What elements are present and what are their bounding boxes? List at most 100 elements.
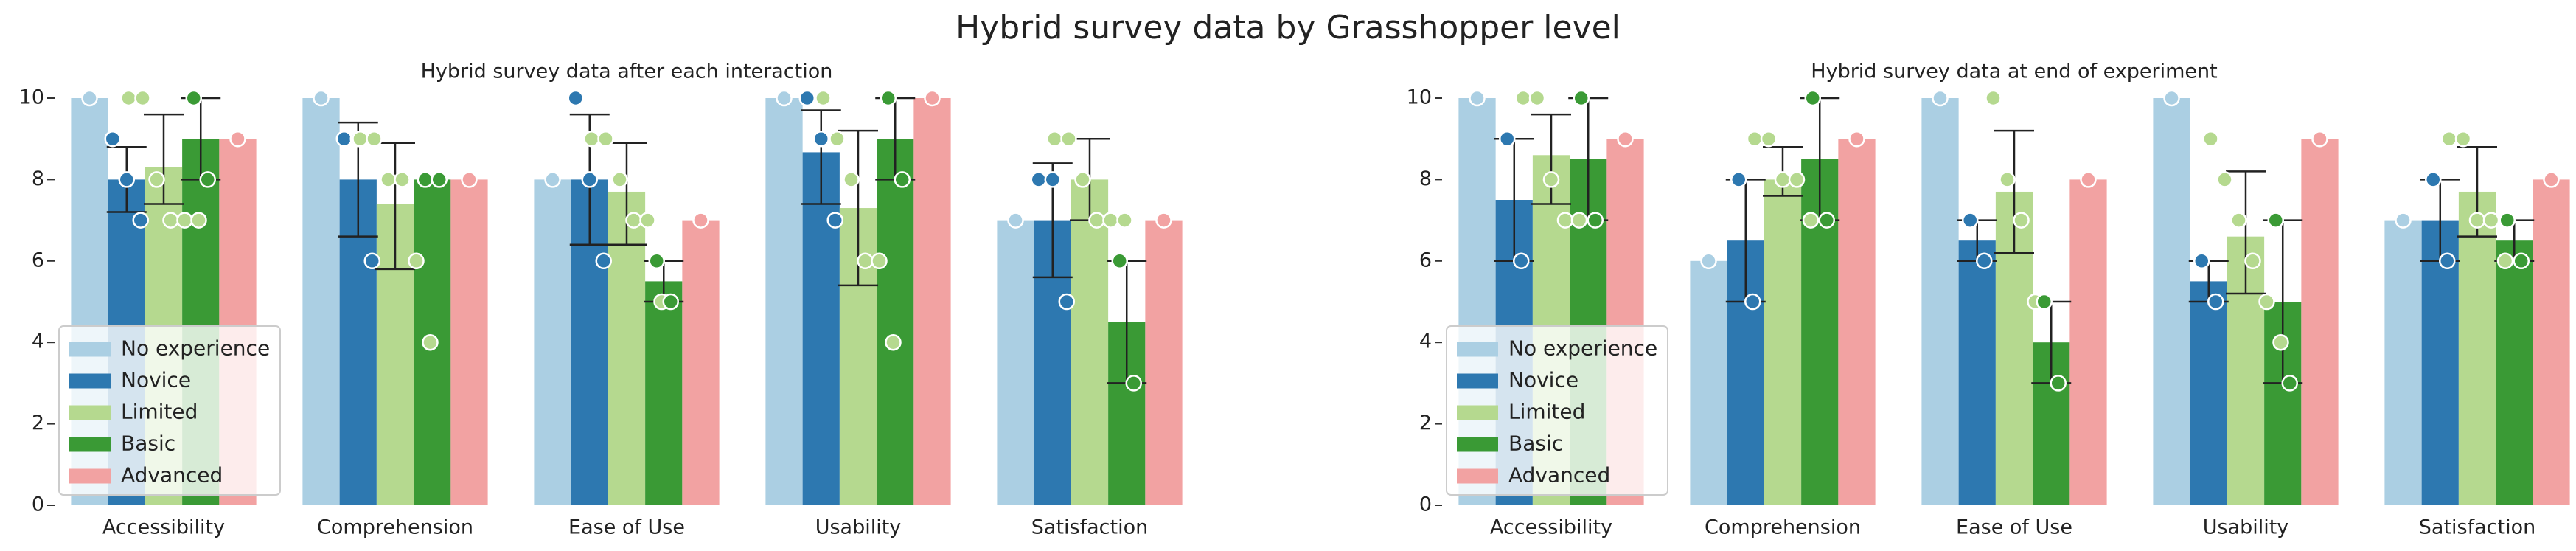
- bar: [450, 179, 488, 505]
- data-point: [2202, 130, 2219, 148]
- data-point: [1818, 212, 1835, 229]
- legend-label: Novice: [121, 368, 191, 392]
- data-point: [2454, 130, 2472, 148]
- data-point: [1962, 212, 1979, 229]
- data-point: [1802, 212, 1820, 229]
- bar: [997, 220, 1034, 505]
- data-point: [583, 130, 600, 148]
- data-point: [567, 89, 585, 107]
- legend-label: No experience: [1508, 336, 1657, 361]
- y-tick-label: 10: [1407, 86, 1432, 109]
- bar: [1690, 260, 1727, 505]
- x-tick-label: Comprehension: [317, 516, 473, 539]
- data-point: [118, 171, 136, 188]
- data-point: [1746, 130, 1764, 148]
- bar: [1764, 179, 1802, 505]
- legend-label: Advanced: [121, 463, 223, 488]
- bar: [2384, 220, 2422, 505]
- data-point: [815, 89, 832, 107]
- data-point: [366, 130, 383, 148]
- bar: [2496, 240, 2533, 505]
- data-point: [2216, 171, 2233, 188]
- bar: [802, 152, 840, 505]
- y-tick-label: 6: [1419, 249, 1432, 271]
- data-point: [829, 130, 846, 148]
- y-tick-label: 8: [32, 167, 44, 190]
- data-point: [1528, 89, 1546, 107]
- legend-swatch: [69, 342, 111, 357]
- data-point: [417, 171, 434, 188]
- y-tick-label: 2: [32, 412, 44, 434]
- data-point: [1932, 89, 1949, 107]
- data-point: [132, 212, 150, 229]
- legend-swatch: [69, 468, 111, 484]
- bar: [913, 98, 951, 505]
- data-point: [2272, 333, 2289, 351]
- data-point: [461, 171, 478, 188]
- y-tick-label: 2: [1419, 412, 1432, 434]
- data-point: [2193, 252, 2210, 270]
- data-point: [2496, 252, 2514, 270]
- y-tick-label: 4: [32, 330, 44, 353]
- data-point: [1700, 252, 1717, 270]
- legend-box: [1446, 325, 1668, 496]
- data-point: [639, 212, 656, 229]
- legend-swatch: [69, 437, 111, 452]
- data-point: [1848, 130, 1865, 148]
- bar: [877, 139, 914, 505]
- bar: [534, 179, 571, 505]
- data-point: [2080, 171, 2097, 188]
- bar: [1921, 98, 1959, 505]
- y-tick-label: 0: [1419, 493, 1432, 516]
- data-point: [1760, 130, 1778, 148]
- data-point: [1074, 171, 1091, 188]
- legend-swatch: [1457, 468, 1498, 484]
- data-point: [1617, 130, 1634, 148]
- data-point: [199, 171, 216, 188]
- data-point: [104, 130, 122, 148]
- data-point: [1774, 171, 1792, 188]
- y-tick-label: 4: [1419, 330, 1432, 353]
- data-point: [185, 89, 202, 107]
- figure-title: Hybrid survey data by Grasshopper level: [955, 9, 1621, 46]
- bar: [2458, 191, 2496, 505]
- subplot-title: Hybrid survey data at end of experiment: [1811, 60, 2217, 83]
- data-point: [1730, 171, 1747, 188]
- data-point: [190, 212, 207, 229]
- x-tick-label: Usability: [2203, 516, 2289, 539]
- bar: [2301, 139, 2339, 505]
- data-point: [363, 252, 381, 270]
- x-tick-label: Accessibility: [1490, 516, 1612, 539]
- legend-label: Basic: [1508, 432, 1563, 456]
- data-point: [826, 212, 844, 229]
- data-point: [894, 171, 911, 188]
- bar: [302, 98, 340, 505]
- data-point: [625, 212, 642, 229]
- data-point: [1125, 375, 1142, 392]
- data-point: [2258, 293, 2275, 311]
- legend-label: No experience: [121, 336, 270, 361]
- data-point: [1044, 171, 1062, 188]
- data-point: [2513, 252, 2530, 270]
- data-point: [611, 171, 628, 188]
- data-point: [2395, 212, 2412, 229]
- data-point: [2281, 375, 2298, 392]
- data-point: [2482, 212, 2500, 229]
- data-point: [544, 171, 561, 188]
- bar: [1145, 220, 1183, 505]
- data-point: [1469, 89, 1486, 107]
- data-point: [81, 89, 98, 107]
- y-tick-label: 8: [1419, 167, 1432, 190]
- data-point: [2499, 212, 2516, 229]
- data-point: [924, 89, 941, 107]
- legend-label: Limited: [121, 400, 198, 424]
- data-point: [352, 130, 369, 148]
- data-point: [2440, 130, 2458, 148]
- legend-swatch: [1457, 373, 1498, 389]
- data-point: [871, 252, 888, 270]
- data-point: [597, 130, 614, 148]
- data-point: [1102, 212, 1119, 229]
- legend-box: [58, 325, 281, 496]
- data-point: [1111, 252, 1128, 270]
